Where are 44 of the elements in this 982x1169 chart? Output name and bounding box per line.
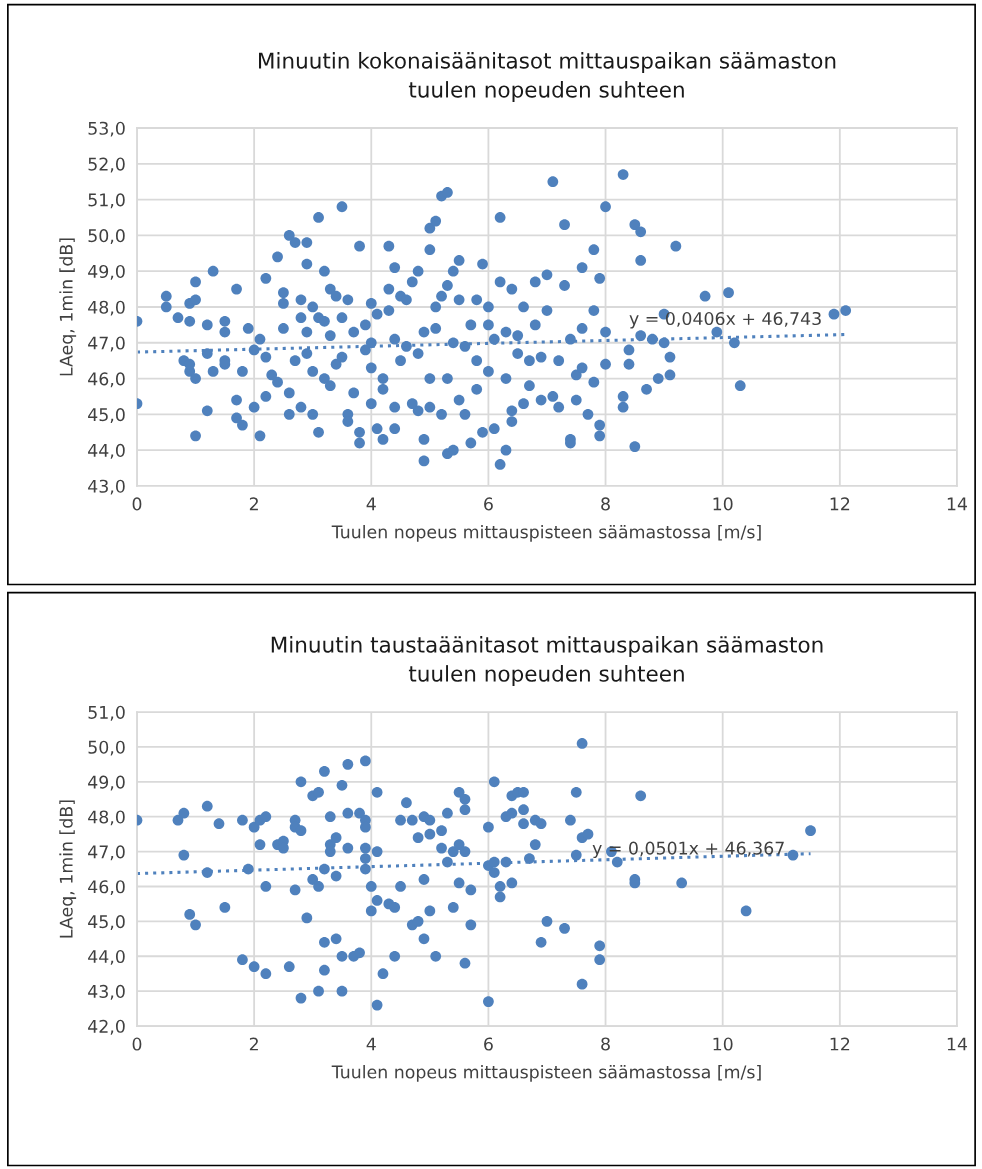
y-tick-label: 51,0 <box>88 193 125 209</box>
y-tick-label: 47,0 <box>88 336 125 352</box>
y-tick-label: 44,0 <box>88 949 125 965</box>
y-tick-label: 44,0 <box>88 443 125 459</box>
y-tick-label: 50,0 <box>88 229 125 244</box>
y-tick-label: 45,0 <box>88 915 125 930</box>
x-tick-label: 2 <box>249 497 258 511</box>
y-tick-label: 46,0 <box>88 372 125 388</box>
x-tick-label: 2 <box>249 1037 258 1051</box>
y-tick-label: 51,0 <box>88 705 125 721</box>
y-tick-label: 53,0 <box>88 121 125 137</box>
x-tick-label: 4 <box>366 497 376 511</box>
x-axis-title: Tuulen nopeus mittauspisteen säämastossa [m/s] <box>331 1065 761 1082</box>
y-tick-label: 46,0 <box>88 880 125 896</box>
y-tick-label: 48,0 <box>88 300 125 316</box>
y-tick-label: 49,0 <box>88 264 125 280</box>
y-axis-title: LAeq, 1min [dB] <box>59 238 77 376</box>
y-tick-label: 47,0 <box>88 845 125 861</box>
x-tick-label: 10 <box>713 1037 733 1051</box>
y-tick-label: 50,0 <box>88 740 125 756</box>
x-tick-label: 14 <box>947 1037 968 1051</box>
x-tick-label: 0 <box>132 497 142 511</box>
x-tick-label: 8 <box>601 497 610 511</box>
x-tick-label: 12 <box>830 497 850 511</box>
y-tick-label: 45,0 <box>88 408 125 423</box>
x-tick-label: 4 <box>366 1037 376 1051</box>
x-tick-label: 8 <box>601 1037 610 1051</box>
y-tick-label: 43,0 <box>88 984 125 1000</box>
y-axis-title: LAeq, 1min [dB] <box>59 800 77 938</box>
y-tick-label: 48,0 <box>88 810 125 826</box>
annotation: y = 0,0406x + 46,743 <box>629 311 821 329</box>
y-tick-label: 52,0 <box>88 157 125 173</box>
x-tick-label: 0 <box>132 1037 142 1051</box>
y-tick-label: 49,0 <box>88 775 125 791</box>
x-tick-label: 14 <box>947 497 968 511</box>
chart-title: Minuutin taustaäänitasot mittauspaikan säämaston tuulen nopeuden suhteen <box>271 636 823 686</box>
x-tick-label: 12 <box>830 1037 850 1051</box>
chart-title: Minuutin kokonaisäänitasot mittauspaikan säämaston tuulen nopeuden suhteen <box>259 52 836 102</box>
x-tick-label: 6 <box>484 497 493 511</box>
y-tick-label: 43,0 <box>88 479 125 495</box>
x-tick-label: 10 <box>713 497 733 511</box>
x-tick-label: 6 <box>484 1037 493 1051</box>
x-axis-title: Tuulen nopeus mittauspisteen säämastossa [m/s] <box>331 524 761 542</box>
y-tick-label: 42,0 <box>88 1019 125 1035</box>
